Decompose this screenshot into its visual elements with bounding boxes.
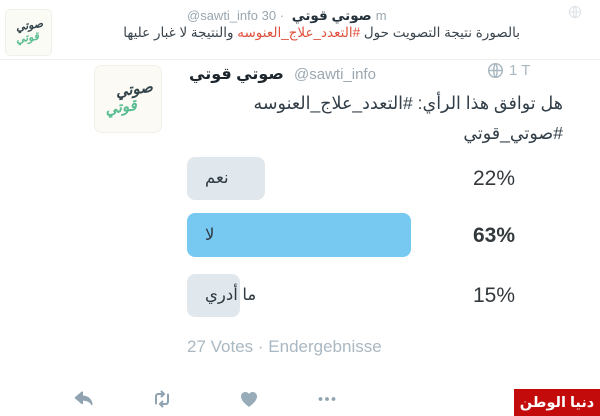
user-handle[interactable]: @sawti_info [294,66,376,83]
tweet-text-segment: والنتيجة لا غبار عليها [123,25,238,40]
globe-icon-small [568,5,582,19]
timestamp[interactable]: · 30m [261,8,387,23]
inner-timestamp: 1 T [509,62,531,79]
outer-tweet-text: بالصورة نتيجة التصويت حول #التعدد_علاج_ا… [80,25,520,41]
poll-option-label: ما أدري [205,286,257,304]
sawti-logo: صوتي قوتي [3,7,54,58]
tweet-text-segment: بالصورة نتيجة التصويت حول [360,25,520,40]
poll-percent: 22% [473,167,516,190]
poll-footer: 27 Votes · Endergebnisse [187,337,382,356]
watermark-badge: دنيا الوطن [514,389,600,416]
heart-icon[interactable] [238,388,260,410]
poll-bar-yes[interactable] [187,157,265,200]
poll-option-label: نعم [205,169,229,187]
retweet-icon[interactable] [151,388,173,410]
attachment-separator [0,59,600,60]
more-icon[interactable] [316,388,338,410]
reply-icon[interactable] [72,388,94,410]
globe-icon [487,62,504,79]
inner-tweet-header: صوتي قوتي @sawti_info [189,64,376,84]
watermark-text: دنيا الوطن [519,394,595,411]
question-line1: هل توافق هذا الرأي: #التعدد_علاج_العنوسه [253,93,564,113]
outer-avatar[interactable]: صوتي قوتي [6,10,51,55]
hashtag-link[interactable]: #التعدد_علاج_العنوسه [237,25,361,40]
question-line2: #صوتي_قوتي [463,123,563,143]
user-name[interactable]: صوتي قوتي [189,66,284,83]
user-name[interactable]: صوتي قوتي [291,8,372,23]
poll-bar-dontknow[interactable] [187,274,240,317]
inner-tweet-meta: 1 T [487,62,530,79]
poll-percent: 63% [473,224,516,247]
outer-tweet-header: @sawti_info صوتي قوتي · 30m [187,8,387,24]
inner-avatar[interactable]: صوتي قوتي [95,66,161,132]
poll-option-label: لا [205,226,215,244]
poll-percent: 15% [473,284,516,307]
poll-bar-no[interactable] [187,213,411,257]
tweet-action-bar [0,388,600,410]
poll-question: هل توافق هذا الرأي: #التعدد_علاج_العنوسه… [143,88,564,148]
user-handle[interactable]: @sawti_info [187,8,259,23]
